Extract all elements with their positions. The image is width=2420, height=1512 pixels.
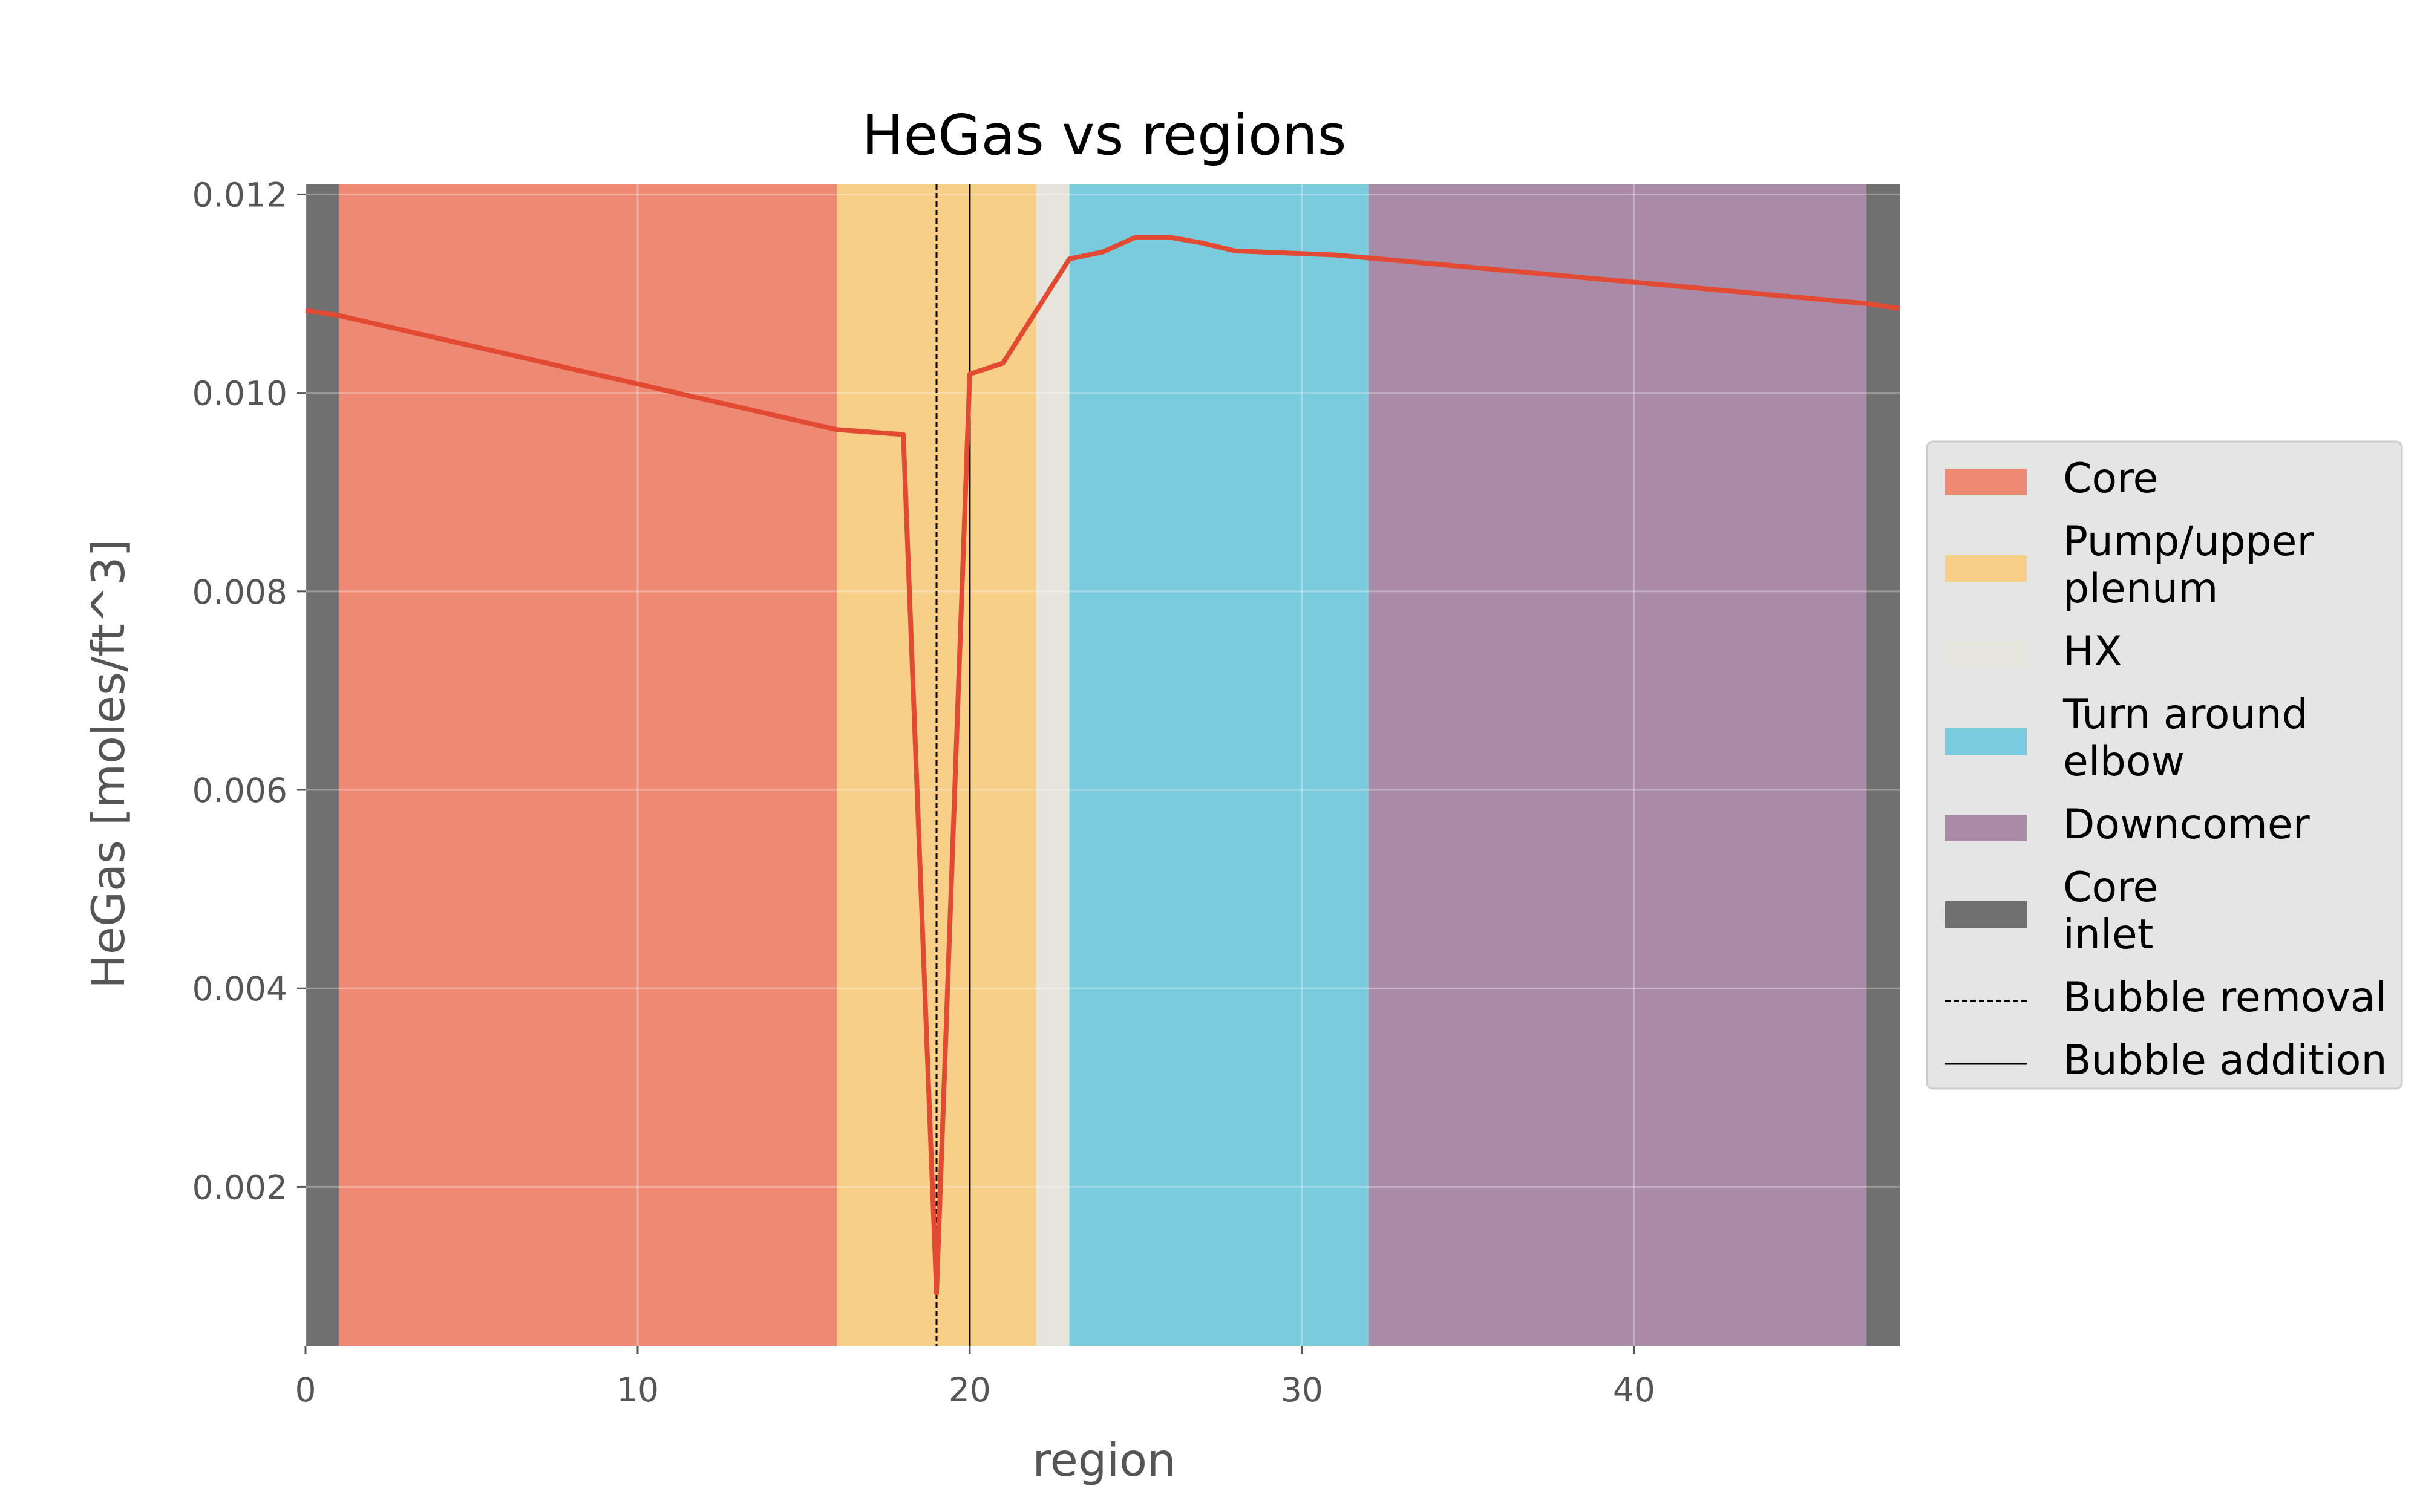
legend-label-4-line-0: Downcomer bbox=[2063, 801, 2310, 849]
legend-label-5-line-1: inlet bbox=[2063, 911, 2153, 959]
legend-label-7: Bubble addition bbox=[2063, 1037, 2387, 1084]
legend-label-0: Core bbox=[2063, 455, 2158, 503]
region-band-5-1 bbox=[1866, 184, 1900, 1346]
legend: Core Pump/upper plenum HX Turn around elbow Do… bbox=[1926, 440, 2403, 1090]
legend-label-2: HX bbox=[2063, 628, 2122, 676]
y-tick-label-1: 0.004 bbox=[192, 969, 287, 1008]
x-axis-label: region bbox=[1032, 1433, 1176, 1487]
legend-swatch-0 bbox=[1945, 469, 2027, 495]
legend-swatch-3 bbox=[1945, 728, 2027, 755]
x-tick-label-1: 10 bbox=[616, 1370, 659, 1409]
x-tick-label-3: 30 bbox=[1281, 1370, 1323, 1409]
legend-swatch-5 bbox=[1945, 901, 2027, 928]
region-bands bbox=[306, 184, 1900, 1346]
x-tick-label-0: 0 bbox=[295, 1370, 316, 1409]
plot-area bbox=[304, 184, 1900, 1346]
legend-label-1-line-1: plenum bbox=[2063, 565, 2218, 613]
legend-swatch-4 bbox=[1945, 815, 2027, 841]
legend-label-1-line-0: Pump/upper bbox=[2063, 518, 2314, 565]
legend-label-5-line-0: Core bbox=[2063, 864, 2158, 911]
legend-label-3-line-1: elbow bbox=[2063, 738, 2185, 786]
legend-label-1: Pump/upper plenum bbox=[2063, 518, 2314, 613]
x-tick-label-2: 20 bbox=[949, 1370, 991, 1409]
legend-box bbox=[1926, 440, 2403, 1090]
y-tick-label-3: 0.008 bbox=[192, 573, 287, 611]
axes: 0 10 20 30 40 0.002 0.004 0.006 0.008 0.010 0.012 bbox=[192, 175, 1655, 1409]
legend-label-4: Downcomer bbox=[2063, 801, 2310, 849]
legend-label-2-line-0: HX bbox=[2063, 628, 2122, 676]
legend-label-0-line-0: Core bbox=[2063, 455, 2158, 503]
y-tick-label-4: 0.010 bbox=[192, 374, 287, 413]
legend-label-3-line-0: Turn around bbox=[2062, 691, 2308, 738]
legend-label-5: Core inlet bbox=[2063, 864, 2158, 959]
y-axis-label: HeGas [moles/ft^3] bbox=[82, 539, 135, 988]
y-tick-label-0: 0.002 bbox=[192, 1168, 287, 1207]
x-tick-label-4: 40 bbox=[1613, 1370, 1655, 1409]
region-band-3-0 bbox=[1069, 184, 1369, 1346]
legend-label-6-line-0: Bubble removal bbox=[2063, 974, 2387, 1022]
series-line-0 bbox=[305, 235, 1900, 1295]
legend-swatch-2 bbox=[1945, 642, 2027, 668]
legend-label-3: Turn around elbow bbox=[2062, 691, 2308, 786]
region-band-2-0 bbox=[1036, 184, 1070, 1346]
y-tick-label-5: 0.012 bbox=[192, 175, 287, 214]
region-band-0-0 bbox=[338, 184, 837, 1346]
region-band-5-0 bbox=[306, 184, 339, 1346]
y-tick-label-2: 0.006 bbox=[192, 771, 287, 810]
legend-swatch-1 bbox=[1945, 555, 2027, 582]
legend-label-6: Bubble removal bbox=[2063, 974, 2387, 1022]
region-band-4-0 bbox=[1368, 184, 1867, 1346]
legend-label-7-line-0: Bubble addition bbox=[2063, 1037, 2387, 1084]
series-layer bbox=[305, 235, 1900, 1295]
chart-title: HeGas vs regions bbox=[862, 103, 1346, 168]
